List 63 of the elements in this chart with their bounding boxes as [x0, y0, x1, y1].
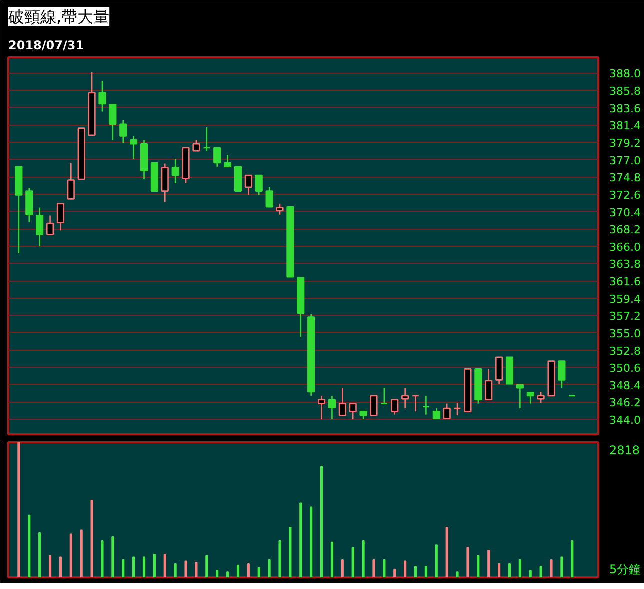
candlestick [422, 395, 430, 416]
candlestick [36, 207, 44, 248]
candlestick [98, 80, 106, 112]
chart-title: 破頸線,帶大量 [8, 8, 110, 26]
candlestick [432, 408, 440, 420]
y-tick-label: 357.2 [610, 310, 641, 324]
candlestick [349, 403, 357, 420]
candlestick [276, 203, 284, 216]
candlestick [130, 136, 138, 160]
candlestick [318, 395, 326, 420]
y-tick-label: 355.0 [610, 327, 641, 340]
text: 5分鐘 [610, 562, 642, 576]
candlestick [161, 163, 169, 203]
candlestick [454, 402, 462, 416]
y-tick-label: 359.4 [610, 292, 641, 306]
y-tick-label: 379.2 [610, 137, 641, 150]
candlestick [244, 174, 252, 196]
candlestick [56, 203, 64, 232]
candlestick [192, 139, 200, 152]
candlestick [255, 174, 263, 196]
candlestick [370, 395, 378, 416]
candlestick [46, 215, 54, 236]
candlestick [402, 387, 410, 410]
y-tick-label: 363.8 [610, 258, 641, 272]
candlestick [526, 392, 534, 404]
text: 2818 [610, 444, 640, 458]
y-tick-label: 348.4 [610, 379, 641, 392]
candlestick [537, 391, 545, 404]
y-tick-label: 374.8 [610, 172, 641, 185]
candlestick [26, 188, 34, 223]
y-tick-label: 346.2 [610, 396, 641, 410]
candlestick [496, 356, 504, 385]
candlestick [516, 384, 524, 410]
y-tick-label: 344.0 [610, 414, 641, 428]
candlestick [224, 154, 232, 168]
candlestick [266, 186, 274, 208]
candlestick [214, 147, 222, 168]
y-tick-label: 383.6 [610, 102, 641, 116]
candlestick [328, 395, 336, 420]
y-tick-label: 372.6 [610, 188, 641, 202]
candlestick [172, 158, 180, 184]
candlestick [67, 162, 75, 200]
y-tick-label: 385.8 [610, 85, 641, 98]
candlestick [558, 360, 566, 389]
y-tick-label: 377.0 [610, 154, 641, 168]
y-tick-label: 366.0 [610, 240, 641, 254]
candlestick [109, 104, 117, 141]
candlestick [391, 399, 399, 416]
y-tick-label: 361.6 [610, 276, 641, 289]
y-tick-label: 352.8 [610, 344, 641, 358]
candlestick [338, 387, 346, 416]
y-tick-label: 388.0 [610, 68, 641, 81]
y-tick-label: 368.2 [610, 224, 641, 237]
candlestick [485, 368, 493, 401]
y-tick-label: 381.4 [610, 120, 641, 133]
candlestick [380, 387, 388, 404]
candlestick [203, 126, 211, 152]
candlestick [443, 403, 451, 420]
y-tick-label: 370.4 [610, 206, 641, 220]
candlestick [120, 120, 128, 144]
candlestick [412, 395, 420, 412]
chart-subtitle: 2018/07/31 [8, 38, 84, 52]
y-tick-label: 350.6 [610, 362, 641, 376]
